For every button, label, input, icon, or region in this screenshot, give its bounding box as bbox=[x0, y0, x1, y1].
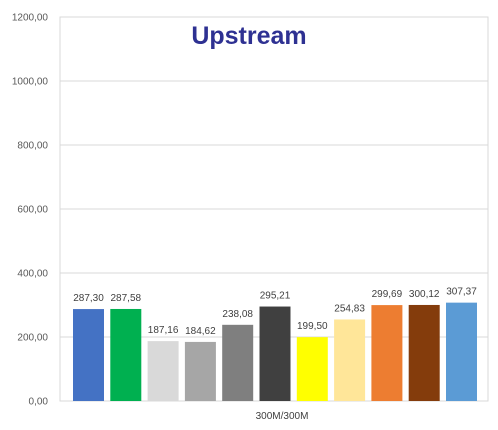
bar bbox=[446, 302, 477, 401]
x-category-label: 300M/300M bbox=[256, 411, 309, 422]
y-tick-label: 1000,00 bbox=[12, 77, 49, 88]
bar-value-label: 287,58 bbox=[111, 293, 142, 304]
bar-value-label: 184,62 bbox=[185, 326, 216, 337]
bar bbox=[259, 306, 291, 401]
bar-value-label: 238,08 bbox=[222, 309, 253, 320]
bar bbox=[408, 304, 440, 401]
bar-value-label: 295,21 bbox=[260, 291, 291, 302]
y-tick-label: 1200,00 bbox=[12, 13, 49, 24]
bars bbox=[73, 302, 477, 401]
bar bbox=[222, 324, 254, 401]
bar-value-label: 287,30 bbox=[73, 293, 104, 304]
bar-value-label: 300,12 bbox=[409, 289, 440, 300]
y-tick-label: 200,00 bbox=[17, 333, 48, 344]
bar bbox=[184, 341, 216, 401]
bar bbox=[334, 319, 366, 401]
y-tick-label: 0,00 bbox=[29, 397, 49, 408]
bar-value-label: 307,37 bbox=[446, 287, 477, 298]
bar bbox=[371, 305, 403, 401]
y-tick-label: 600,00 bbox=[17, 205, 48, 216]
bar bbox=[73, 309, 104, 401]
y-tick-label: 400,00 bbox=[17, 269, 48, 280]
chart-title: Upstream bbox=[191, 22, 306, 50]
bar-value-label: 299,69 bbox=[372, 289, 403, 300]
y-tick-label: 800,00 bbox=[17, 141, 48, 152]
y-axis-tick-labels: 0,00 200,00 400,00 600,00 800,00 1000,00 1200,… bbox=[12, 13, 49, 408]
bar-value-label: 187,16 bbox=[148, 325, 179, 336]
bar-value-label: 254,83 bbox=[334, 303, 365, 314]
data-labels: 287,30 287,58 187,16 184,62 238,08 295,21 199,… bbox=[73, 287, 477, 337]
bar-value-label: 199,50 bbox=[297, 321, 328, 332]
bar bbox=[110, 308, 142, 401]
bar bbox=[296, 337, 328, 401]
bar bbox=[147, 341, 179, 401]
